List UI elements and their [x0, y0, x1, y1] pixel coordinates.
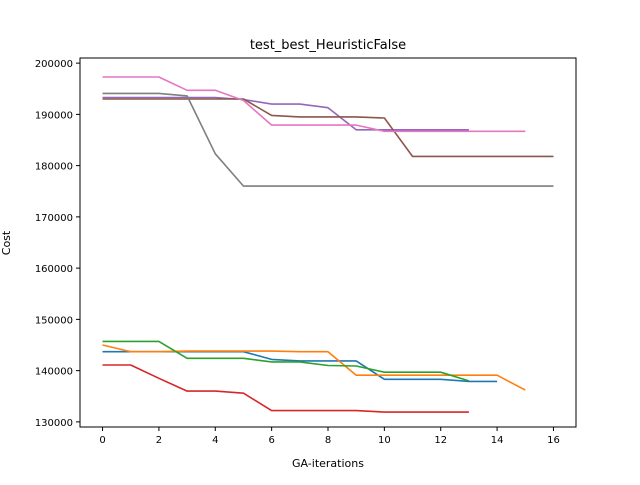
series-layer	[102, 76, 554, 413]
y-tick-label: 130000	[35, 418, 73, 429]
series-line-7	[102, 76, 526, 133]
x-tick-label: 14	[491, 435, 504, 446]
x-tick-label: 6	[268, 435, 274, 446]
x-tick-label: 16	[547, 435, 560, 446]
y-tick-label: 160000	[35, 264, 73, 275]
x-tick-label: 4	[212, 435, 218, 446]
series-line-6	[102, 98, 554, 158]
y-tick-label: 180000	[35, 162, 73, 173]
x-tick-label: 2	[156, 435, 162, 446]
y-tick-label: 190000	[35, 110, 73, 121]
x-axis-ticks: 0 2 4 6 8 10 12 14 16	[99, 427, 560, 446]
x-axis-label: GA-iterations	[292, 457, 364, 470]
y-tick-label: 140000	[35, 367, 73, 378]
y-tick-label: 170000	[35, 213, 73, 224]
series-line-4	[102, 364, 469, 413]
y-tick-label: 150000	[35, 315, 73, 326]
y-axis-label: Cost	[0, 230, 13, 255]
series-line-5	[102, 96, 469, 131]
chart-title: test_best_HeuristicFalse	[250, 38, 406, 53]
x-tick-label: 8	[325, 435, 331, 446]
series-line-2	[102, 344, 526, 391]
series-line-3	[102, 340, 470, 382]
x-tick-label: 0	[99, 435, 105, 446]
x-tick-label: 10	[378, 435, 391, 446]
x-tick-label: 12	[434, 435, 447, 446]
y-tick-label: 200000	[35, 59, 73, 70]
y-axis-ticks: 130000 140000 150000 160000 170000 180000 1900…	[35, 59, 80, 429]
series-line-8	[102, 92, 554, 187]
